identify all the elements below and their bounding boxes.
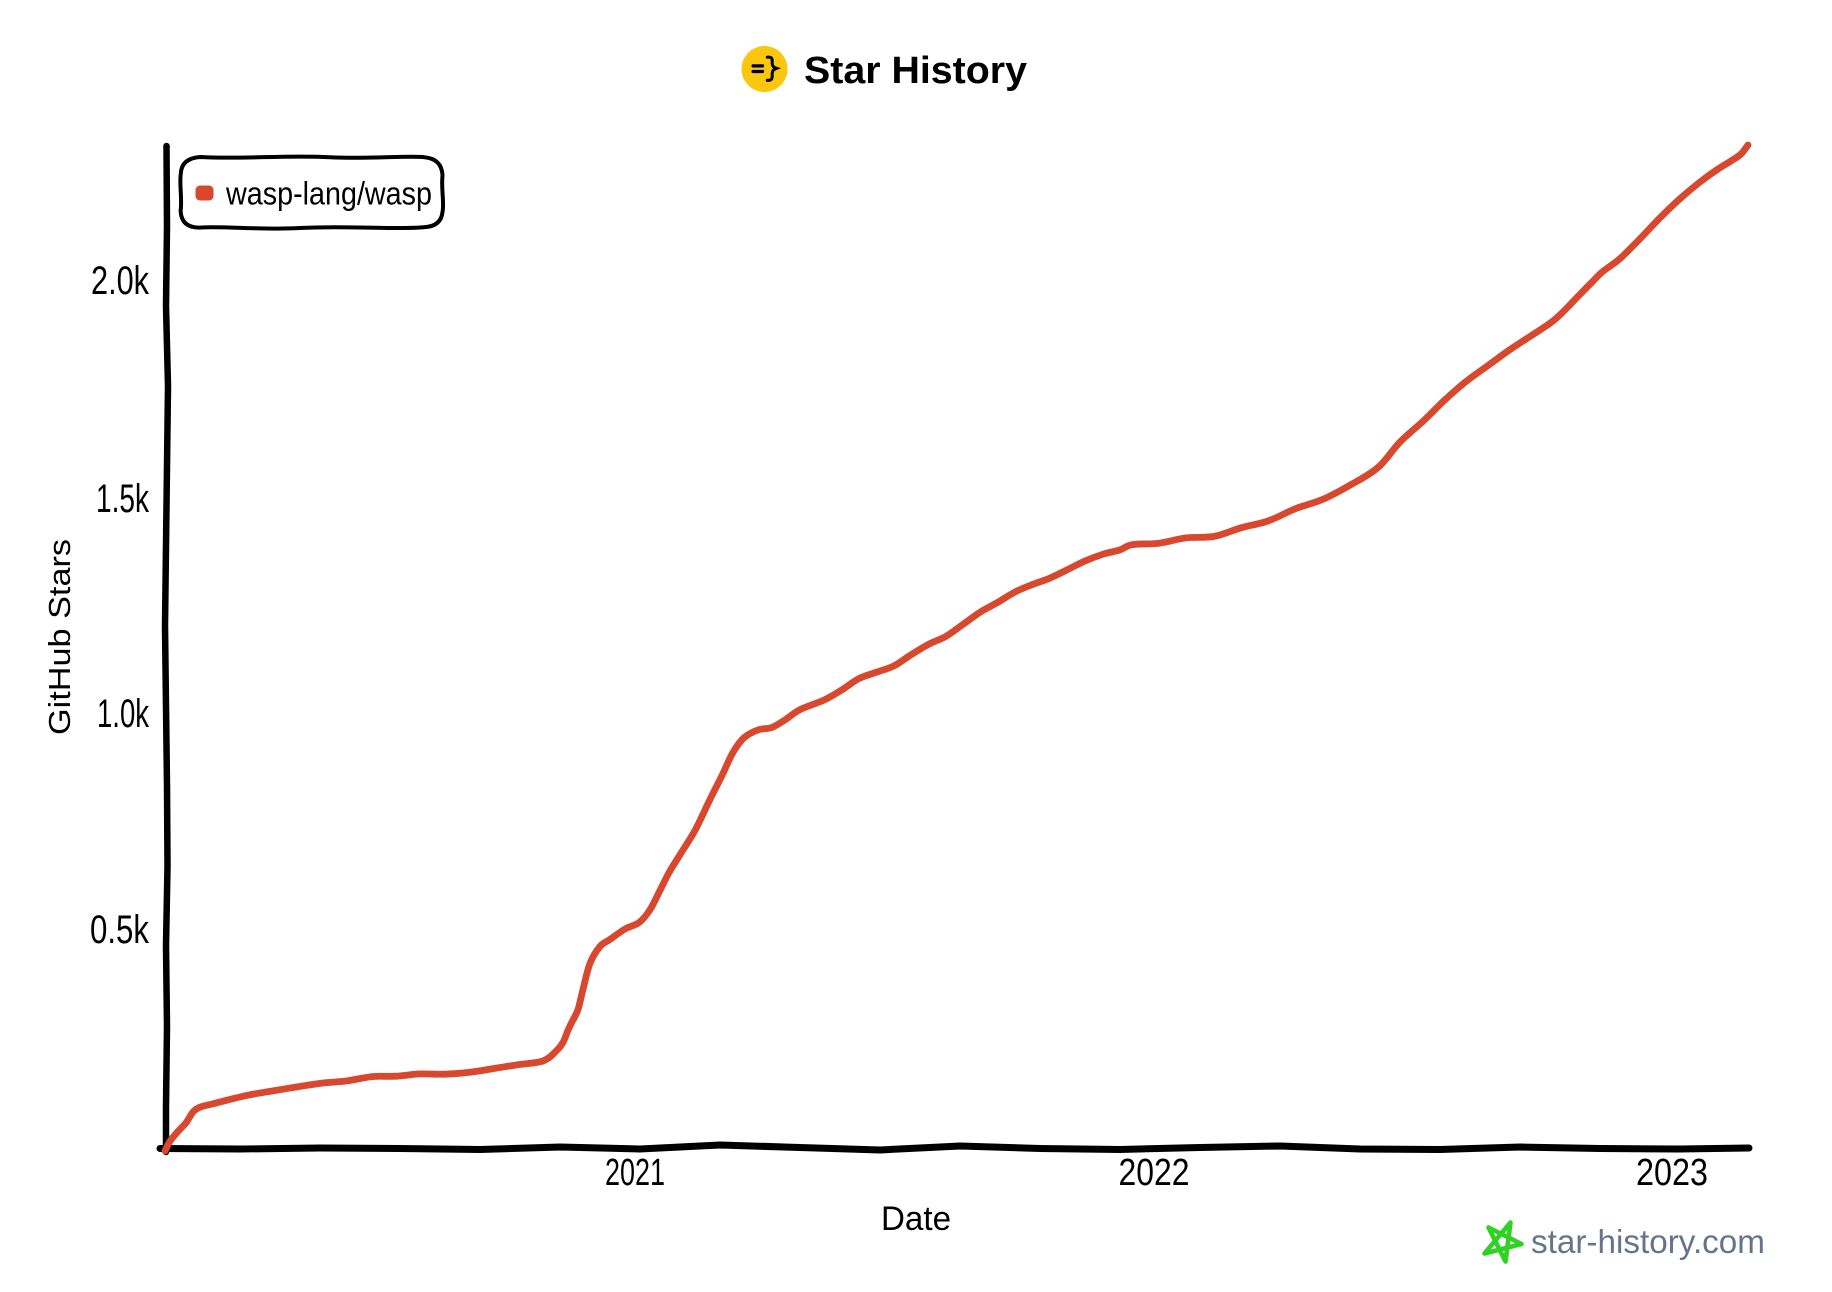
svg-text:1.0k: 1.0k [97,692,150,736]
svg-text:1.5k: 1.5k [96,477,150,521]
svg-text:Date: Date [881,1200,951,1238]
svg-text:0.5k: 0.5k [90,908,150,952]
svg-text:star-history.com: star-history.com [1531,1223,1765,1260]
svg-text:Star History: Star History [804,50,1027,92]
svg-text:2021: 2021 [605,1152,665,1194]
svg-text:2.0k: 2.0k [91,259,150,303]
svg-text:GitHub Stars: GitHub Stars [42,539,77,735]
svg-text:wasp-lang/wasp: wasp-lang/wasp [225,176,432,212]
svg-text:2023: 2023 [1636,1152,1708,1194]
svg-text:2022: 2022 [1119,1152,1190,1194]
